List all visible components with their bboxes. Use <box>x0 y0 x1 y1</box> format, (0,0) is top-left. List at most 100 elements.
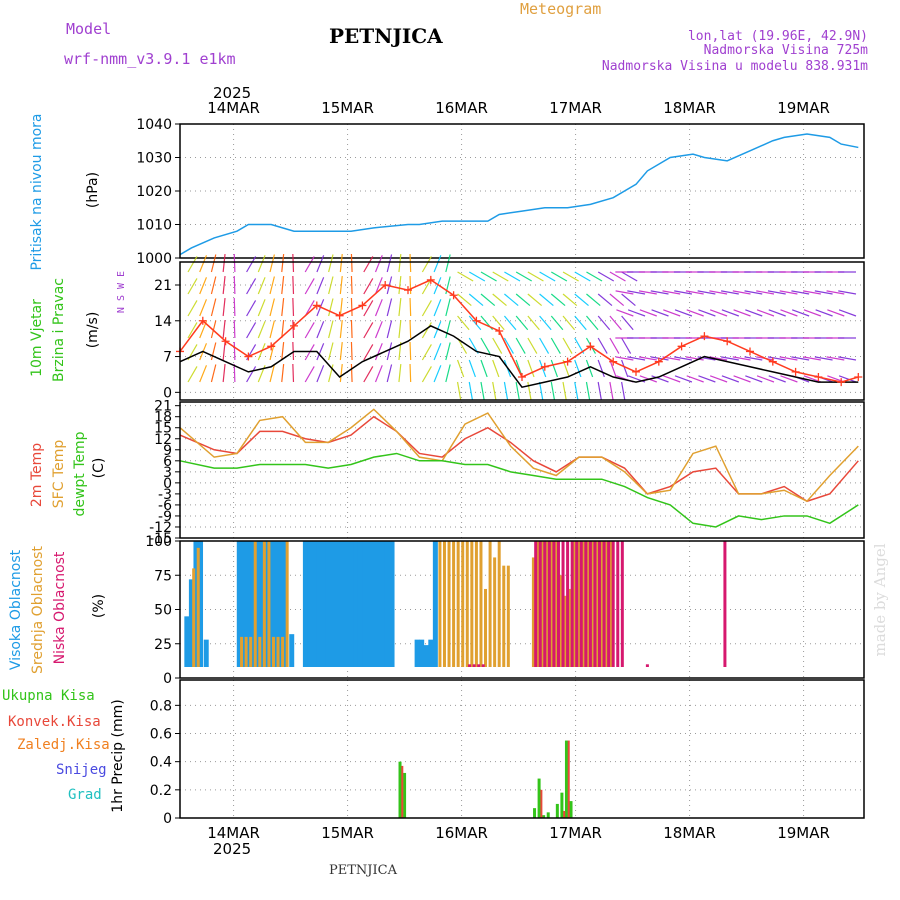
clouds-high-bar <box>236 541 242 667</box>
wind-arrow <box>627 309 646 317</box>
clouds-mid-bar <box>196 547 200 667</box>
wind-arrow <box>515 315 529 331</box>
clouds-low-bar <box>593 541 597 667</box>
wind-arrow <box>627 290 646 295</box>
precipitation-total-bar <box>542 815 546 818</box>
wind-arrow <box>732 356 751 361</box>
temperature-ytick-label: 3 <box>163 465 172 481</box>
top-date-label: 16MAR <box>435 99 488 117</box>
altitude-text: Nadmorska Visina 725m <box>704 43 869 58</box>
model-name: wrf-nmm_v3.9.1 e1km <box>64 50 236 68</box>
clouds-low-bar <box>477 664 481 667</box>
wind-arrow <box>304 300 315 317</box>
wind-arrow <box>721 375 740 383</box>
wind-arrow <box>515 271 533 282</box>
clouds-low-bar <box>561 541 565 667</box>
wind-arrow <box>732 290 751 295</box>
wind-arrow <box>597 381 602 400</box>
wind-arrow <box>304 256 315 273</box>
wind-arrow <box>374 321 383 339</box>
wind-arrow <box>210 342 217 361</box>
year-top: 2025 <box>213 84 251 102</box>
wind-arrow <box>269 364 275 383</box>
wind-arrow <box>492 293 507 307</box>
wind-arrow <box>363 300 374 317</box>
wind-arrow <box>350 363 353 383</box>
wind-gust-marker <box>472 316 481 325</box>
wind-arrow <box>791 356 810 361</box>
wind-arrow <box>585 315 599 331</box>
wind-gust-marker <box>586 342 595 351</box>
wind-unit: (m/s) <box>85 312 101 349</box>
wind-arrow <box>674 309 693 317</box>
clouds-mid-bar <box>271 636 275 667</box>
wind-arrow <box>733 309 751 317</box>
wind-arrow <box>627 356 646 361</box>
wind-arrow <box>597 293 613 307</box>
wind-arrow <box>421 344 432 361</box>
clouds-mid-bar <box>240 636 244 667</box>
wind-arrow <box>562 293 578 307</box>
clouds-mid-bar <box>572 541 576 667</box>
temperature-dewpt-line <box>179 452 859 528</box>
precipitation-total-bar <box>564 740 568 818</box>
wind-arrow <box>433 343 442 361</box>
wind-arrow <box>187 300 198 317</box>
clouds-mid-bar <box>452 541 456 667</box>
wind-arrow <box>779 290 798 295</box>
wind-arrow <box>199 321 208 339</box>
clouds-low-bar <box>607 541 611 667</box>
wind-arrow <box>339 342 343 361</box>
wind-arrow <box>386 342 393 361</box>
wind-ytick-label: 0 <box>163 385 172 401</box>
wind-arrow <box>550 315 564 331</box>
wind-arrow <box>574 315 587 331</box>
wind-arrow <box>187 256 198 273</box>
wind-arrow <box>210 254 217 273</box>
wind-arrow <box>674 375 693 383</box>
wind-arrow <box>222 298 226 317</box>
precipitation-conv-bar <box>540 789 543 818</box>
clouds-high-bar <box>312 541 318 667</box>
wind-arrow <box>222 320 226 339</box>
wind-arrow <box>562 315 576 331</box>
wind-arrow <box>269 276 275 295</box>
clouds-high-bar <box>353 541 359 667</box>
clouds-high-bar <box>188 579 194 667</box>
clouds-mid-bar <box>474 541 478 667</box>
wind-arrow <box>246 256 257 273</box>
wind-gust-marker <box>335 311 344 320</box>
clouds-mid-bar <box>545 541 549 667</box>
wind-gust-marker <box>563 357 572 366</box>
wind-arrow <box>791 290 810 295</box>
wind-arrow <box>269 298 275 317</box>
clouds-mid-bar <box>609 541 613 667</box>
precipitation-total-bar <box>403 772 407 818</box>
clouds-high-bar <box>316 541 322 667</box>
wind-arrow <box>316 277 325 295</box>
bottom-date-label: 19MAR <box>777 824 830 842</box>
wind-arrow <box>621 337 632 354</box>
wind-gust-marker <box>677 342 686 351</box>
wind-arrow <box>663 309 681 317</box>
clouds-high-bar <box>348 541 354 667</box>
wind-arrow <box>756 375 775 383</box>
wind-arrow <box>768 309 786 317</box>
clouds-mid-bar <box>568 588 572 667</box>
temp-unit: (C) <box>91 458 107 479</box>
clouds-low-bar <box>566 541 570 667</box>
wind-arrow <box>398 320 402 339</box>
cloud-ylabel-2: Srednja Oblacnost <box>30 546 46 674</box>
clouds-high-bar <box>264 541 270 667</box>
pressure-unit: (hPa) <box>85 172 101 208</box>
wind-arrow <box>246 366 257 383</box>
wind-arrow <box>363 278 374 295</box>
wind-gust-marker <box>540 362 549 371</box>
top-date-label: 18MAR <box>663 99 716 117</box>
wind-arrow <box>468 315 482 331</box>
bottom-date-label: 16MAR <box>435 824 488 842</box>
wind-arrow <box>686 375 704 383</box>
pressure-ytick-label: 1030 <box>136 151 172 167</box>
temperature-ytick-label: -6 <box>158 498 172 514</box>
wind-arrow <box>698 309 716 317</box>
